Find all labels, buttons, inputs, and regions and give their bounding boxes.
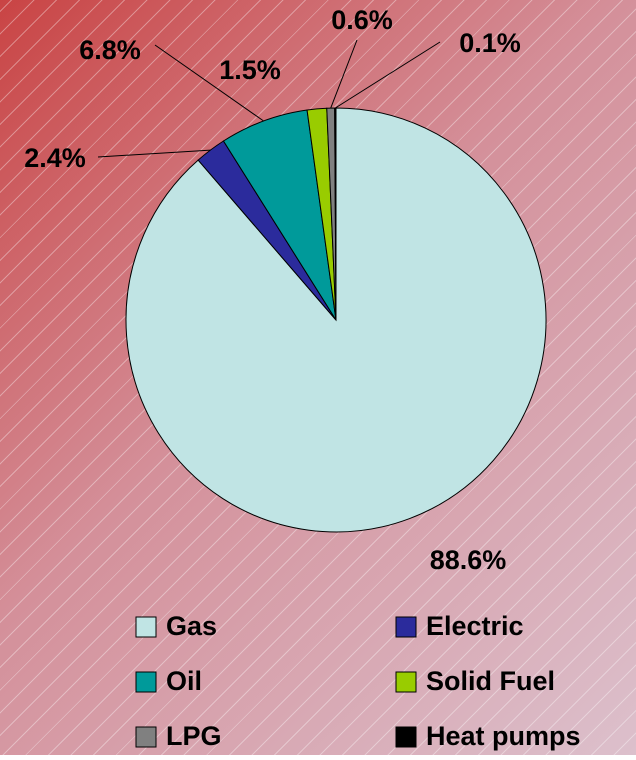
legend-swatch — [395, 726, 417, 748]
legend-swatch — [395, 616, 417, 638]
legend-label: Heat pumps — [426, 721, 581, 751]
legend-swatch — [135, 726, 157, 748]
legend-label: Gas — [166, 611, 217, 641]
legend-swatch — [395, 671, 417, 693]
data-label: 2.4% — [24, 143, 86, 173]
data-label: 6.8% — [79, 35, 141, 65]
data-label: 0.1% — [459, 28, 521, 58]
legend-label: LPG — [166, 721, 222, 751]
legend-label: Solid Fuel — [426, 666, 555, 696]
leader-line — [335, 41, 441, 109]
legend-swatch — [135, 671, 157, 693]
legend-label: Oil — [166, 666, 202, 696]
data-label: 88.6% — [430, 545, 507, 575]
data-label: 0.6% — [331, 5, 393, 35]
leader-line — [154, 44, 264, 122]
data-label: 1.5% — [219, 55, 281, 85]
leader-line — [330, 39, 358, 109]
legend-swatch — [135, 616, 157, 638]
leader-line — [97, 149, 211, 158]
legend-label: Electric — [426, 611, 524, 641]
